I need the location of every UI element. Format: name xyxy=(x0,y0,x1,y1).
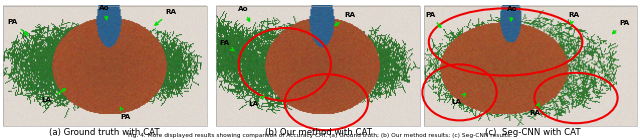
Text: (c)  Seg-CNN with CAT: (c) Seg-CNN with CAT xyxy=(485,128,581,137)
Bar xyxy=(424,6,637,126)
Text: Ao: Ao xyxy=(99,5,109,20)
Text: LA: LA xyxy=(451,94,465,105)
Text: LA: LA xyxy=(42,89,65,103)
Text: RA: RA xyxy=(529,104,540,116)
Bar xyxy=(216,6,420,126)
Text: RA: RA xyxy=(155,9,176,25)
Text: (a) Ground truth with CAT: (a) Ground truth with CAT xyxy=(49,128,159,137)
Text: PA: PA xyxy=(612,20,630,34)
Text: Fig. 4. More displayed results showing comparison of Accuracy CAT. (a) Ground tr: Fig. 4. More displayed results showing c… xyxy=(128,133,512,138)
Text: PA: PA xyxy=(120,107,131,120)
Text: Ao: Ao xyxy=(507,6,517,21)
Text: LA: LA xyxy=(248,96,264,107)
Text: PA: PA xyxy=(426,12,441,27)
Bar xyxy=(3,6,207,126)
Text: PA: PA xyxy=(219,40,234,51)
Text: PA: PA xyxy=(8,19,28,35)
Text: RA: RA xyxy=(335,12,355,25)
Text: RA: RA xyxy=(568,12,579,24)
Text: Ao: Ao xyxy=(238,6,250,21)
Text: (b) Our method with CAT: (b) Our method with CAT xyxy=(264,128,372,137)
